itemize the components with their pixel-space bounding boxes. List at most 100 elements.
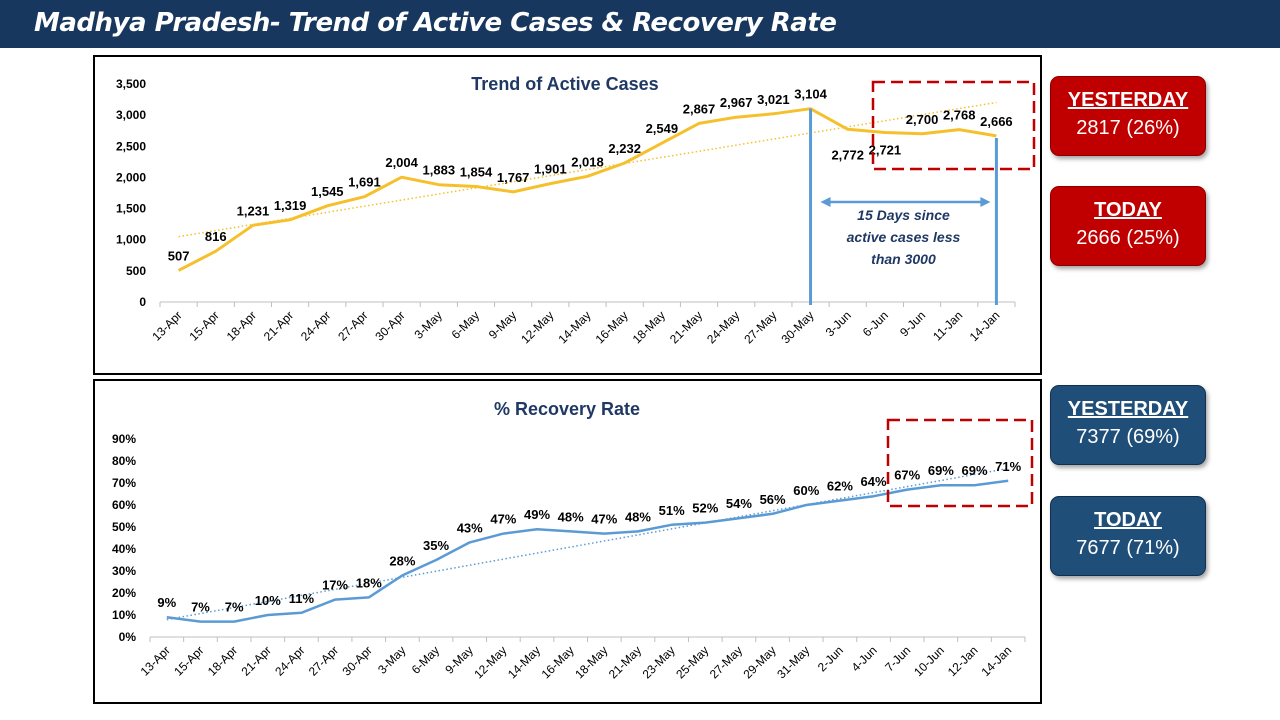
y-tick-label: 20% xyxy=(112,586,136,600)
data-label: 56% xyxy=(760,492,786,507)
x-tick-label: 15-Apr xyxy=(171,643,206,678)
x-tick-label: 10-Jun xyxy=(911,643,947,679)
data-label: 3,021 xyxy=(757,92,790,107)
x-tick-label: 27-May xyxy=(741,308,779,346)
y-tick-label: 40% xyxy=(112,542,136,556)
recovery-rate-chart-panel: % Recovery Rate 0% 10% 20% 30% 40% 50% 60% 70% 80… xyxy=(93,379,1042,704)
x-tick-label: 16-May xyxy=(593,308,631,346)
x-tick-label: 27-Apr xyxy=(335,308,370,343)
data-label: 2,018 xyxy=(571,154,604,169)
x-tick-label: 29-May xyxy=(741,643,779,681)
x-tick-label: 25-May xyxy=(673,643,711,681)
data-label: 2,232 xyxy=(608,141,641,156)
y-tick-label: 3,000 xyxy=(116,108,146,122)
recovery-yesterday-card: YESTERDAY 7377 (69%) xyxy=(1050,385,1206,465)
recovery-today-value: 7677 (71%) xyxy=(1076,537,1180,559)
data-label: 2,768 xyxy=(943,108,976,123)
annotation-line: active cases less xyxy=(847,229,961,245)
data-label: 71% xyxy=(995,459,1021,474)
arrow-head-left xyxy=(820,197,831,207)
y-tick-label: 30% xyxy=(112,564,136,578)
x-tick-label: 21-May xyxy=(606,643,644,681)
x-tick-label: 31-May xyxy=(774,643,812,681)
data-label: 48% xyxy=(558,509,584,524)
data-label: 7% xyxy=(191,600,210,615)
x-tick-label: 24-Apr xyxy=(298,308,333,343)
data-label: 1,691 xyxy=(348,175,381,190)
x-tick-label: 18-Apr xyxy=(224,308,259,343)
data-label: 52% xyxy=(692,501,718,516)
data-label: 62% xyxy=(827,479,853,494)
data-label: 49% xyxy=(524,507,550,522)
x-tick-label: 9-Jun xyxy=(897,308,928,339)
active-yesterday-title: YESTERDAY xyxy=(1067,89,1189,111)
title-banner: Madhya Pradesh- Trend of Active Cases & … xyxy=(0,0,1280,48)
y-tick-label: 2,000 xyxy=(116,170,146,184)
data-label: 3,104 xyxy=(794,87,827,102)
active-today-title: TODAY xyxy=(1094,199,1162,221)
x-tick-label: 24-Apr xyxy=(272,643,307,678)
y-tick-label: 1,000 xyxy=(116,233,146,247)
recovery-yesterday-title: YESTERDAY xyxy=(1067,398,1189,420)
y-tick-label: 500 xyxy=(126,264,146,278)
data-label: 2,867 xyxy=(683,101,716,116)
x-tick-label: 6-May xyxy=(409,643,442,676)
data-label: 507 xyxy=(168,248,190,263)
data-label: 2,549 xyxy=(646,121,679,136)
data-label: 43% xyxy=(457,520,483,535)
x-tick-label: 13-Apr xyxy=(138,643,173,678)
x-tick-label: 21-Apr xyxy=(239,643,274,678)
chart-title: Trend of Active Cases xyxy=(471,74,658,94)
highlight-box xyxy=(871,80,1036,171)
data-label: 60% xyxy=(793,483,819,498)
data-label: 35% xyxy=(423,538,449,553)
data-label: 7% xyxy=(225,600,244,615)
y-tick-label: 2,500 xyxy=(116,139,146,153)
x-tick-label: 12-Jan xyxy=(945,643,981,679)
data-label: 2,666 xyxy=(980,114,1013,129)
y-tick-label: 90% xyxy=(112,432,136,446)
data-label: 816 xyxy=(205,229,227,244)
data-label: 64% xyxy=(861,474,887,489)
data-label: 1,545 xyxy=(311,184,344,199)
active-today-value: 2666 (25%) xyxy=(1076,227,1180,249)
data-label: 69% xyxy=(928,463,954,478)
x-tick-label: 12-May xyxy=(471,643,509,681)
page-title: Madhya Pradesh- Trend of Active Cases & … xyxy=(34,8,837,38)
x-tick-label: 16-May xyxy=(539,643,577,681)
data-label: 9% xyxy=(157,595,176,610)
arrow-head-right xyxy=(980,197,991,207)
y-tick-label: 3,500 xyxy=(116,77,146,91)
x-tick-label: 3-May xyxy=(375,643,408,676)
x-tick-label: 4-Jun xyxy=(849,643,880,674)
x-tick-label: 18-May xyxy=(630,308,668,346)
x-tick-label: 3-May xyxy=(411,308,444,341)
data-label: 47% xyxy=(591,512,617,527)
x-tick-label: 14-Jan xyxy=(967,308,1003,344)
x-tick-label: 27-May xyxy=(707,643,745,681)
active-yesterday-value: 2817 (26%) xyxy=(1076,117,1180,139)
x-tick-label: 30-May xyxy=(778,308,816,346)
data-label: 2,721 xyxy=(869,143,902,158)
active-cases-chart-panel: Trend of Active Cases 0 500 1,000 1,500 2,000… xyxy=(93,55,1042,375)
data-label: 28% xyxy=(389,553,415,568)
x-tick-label: 30-Apr xyxy=(339,643,374,678)
x-tick-label: 3-Jun xyxy=(823,308,854,339)
data-label: 54% xyxy=(726,496,752,511)
annotation-line: 15 Days since xyxy=(857,207,950,223)
y-tick-label: 80% xyxy=(112,454,136,468)
x-tick-label: 23-May xyxy=(640,643,678,681)
active-yesterday-card: YESTERDAY 2817 (26%) xyxy=(1050,76,1206,156)
data-label: 69% xyxy=(962,463,988,478)
data-label: 1,854 xyxy=(460,165,493,180)
data-label: 1,767 xyxy=(497,170,530,185)
recovery-today-title: TODAY xyxy=(1094,509,1162,531)
data-label: 2,967 xyxy=(720,95,753,110)
y-tick-label: 1,500 xyxy=(116,202,146,216)
recovery-today-card: TODAY 7677 (71%) xyxy=(1050,496,1206,576)
recovery-yesterday-value: 7377 (69%) xyxy=(1076,426,1180,448)
active-cases-chart: Trend of Active Cases 0 500 1,000 1,500 2,000… xyxy=(116,74,1036,346)
y-tick-label: 10% xyxy=(112,608,136,622)
y-tick-label: 0 xyxy=(139,295,146,309)
data-label: 67% xyxy=(894,468,920,483)
